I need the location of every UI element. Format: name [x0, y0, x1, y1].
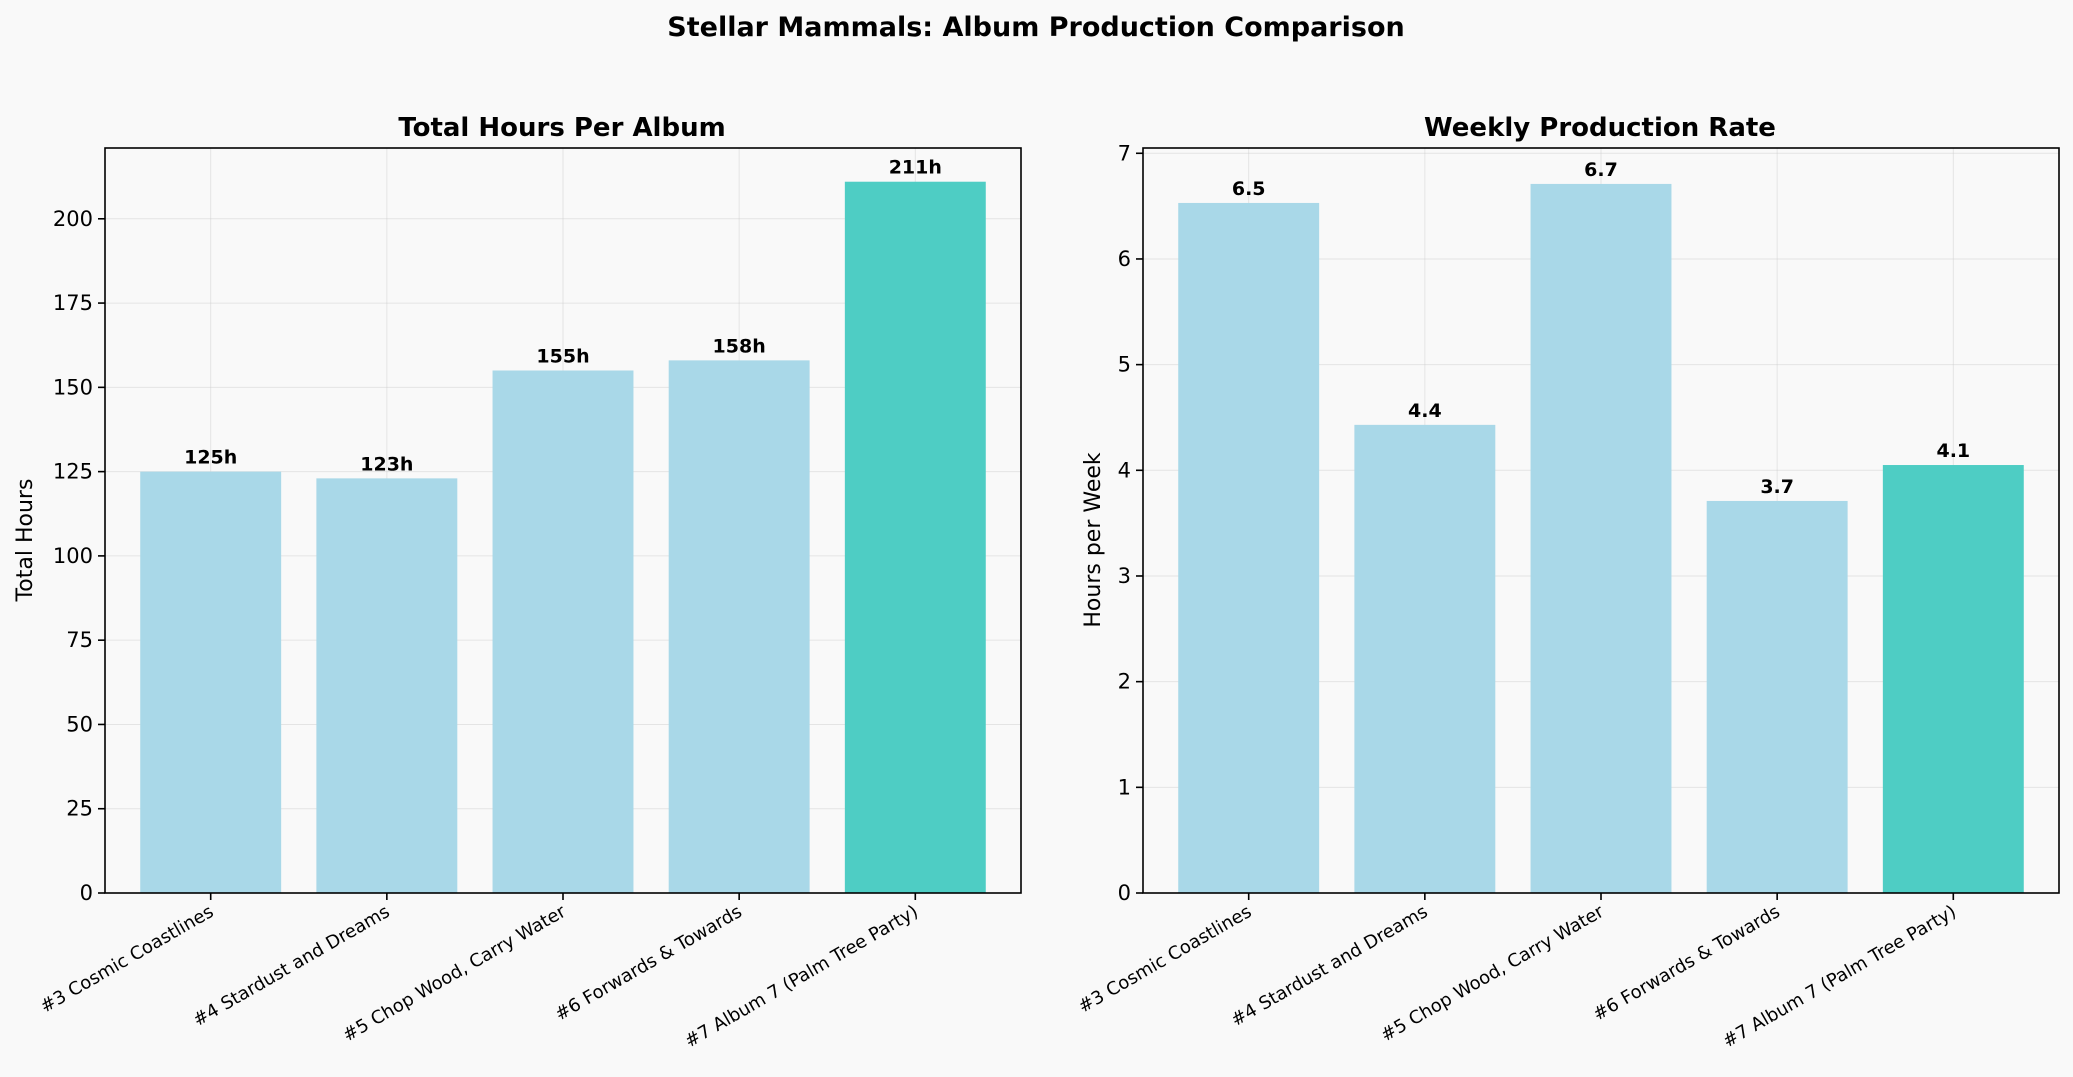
y-tick-label: 25 — [66, 797, 93, 821]
data-label: 125h — [184, 447, 237, 469]
bar-5[interactable] — [1882, 465, 2024, 893]
y-tick-label: 6 — [1118, 247, 1131, 271]
x-tick-label: #6 Forwards & Towards — [551, 901, 745, 1025]
data-label: 155h — [536, 345, 589, 367]
data-label: 158h — [713, 335, 766, 357]
x-tick-label: #4 Stardust and Dreams — [1227, 901, 1431, 1031]
bar-1[interactable] — [140, 471, 282, 893]
data-label: 6.7 — [1584, 159, 1618, 181]
weekly-rate-chart: Weekly Production Rate Hours per Week 6.… — [1075, 113, 2060, 1052]
bar-5[interactable] — [844, 181, 986, 894]
bar-3[interactable] — [1530, 183, 1672, 893]
y-axis-label: Total Hours — [13, 479, 38, 603]
y-tick-label: 1 — [1118, 775, 1131, 799]
y-tick-label: 2 — [1118, 670, 1131, 694]
y-tick-label: 150 — [53, 375, 93, 399]
x-tick-label: #6 Forwards & Towards — [1589, 901, 1783, 1025]
bar-4[interactable] — [1706, 500, 1848, 893]
data-label: 6.5 — [1232, 178, 1266, 200]
data-label: 3.7 — [1760, 476, 1794, 498]
bar-1[interactable] — [1178, 202, 1320, 894]
y-tick-label: 0 — [1118, 881, 1131, 905]
total-hours-chart: Total Hours Per Album Total Hours 125h 12… — [13, 113, 1022, 1052]
chart-title: Total Hours Per Album — [398, 113, 725, 143]
x-tick-label: #4 Stardust and Dreams — [189, 901, 393, 1031]
x-tick-label: #3 Cosmic Coastlines — [37, 901, 217, 1017]
y-tick-label: 50 — [66, 712, 93, 736]
figure-title: Stellar Mammals: Album Production Compar… — [667, 12, 1404, 43]
data-label: 4.1 — [1936, 440, 1970, 462]
y-tick-label: 125 — [53, 460, 93, 484]
y-tick-label: 5 — [1118, 353, 1131, 377]
bar-3[interactable] — [492, 370, 634, 894]
y-tick-label: 200 — [53, 207, 93, 231]
data-label: 211h — [889, 157, 942, 179]
y-tick-label: 7 — [1118, 141, 1131, 165]
data-label: 123h — [360, 453, 413, 475]
bar-2[interactable] — [1354, 424, 1496, 893]
y-tick-label: 100 — [53, 544, 93, 568]
y-tick-label: 3 — [1118, 564, 1131, 588]
y-tick-label: 0 — [80, 881, 93, 905]
y-axis-label: Hours per Week — [1081, 452, 1106, 628]
y-tick-label: 175 — [53, 291, 93, 315]
y-tick-label: 75 — [66, 628, 93, 652]
bar-2[interactable] — [316, 478, 458, 893]
y-tick-label: 4 — [1118, 458, 1131, 482]
data-label: 4.4 — [1408, 400, 1442, 422]
chart-title: Weekly Production Rate — [1424, 113, 1776, 143]
x-tick-label: #3 Cosmic Coastlines — [1075, 901, 1255, 1017]
bar-4[interactable] — [668, 360, 810, 893]
